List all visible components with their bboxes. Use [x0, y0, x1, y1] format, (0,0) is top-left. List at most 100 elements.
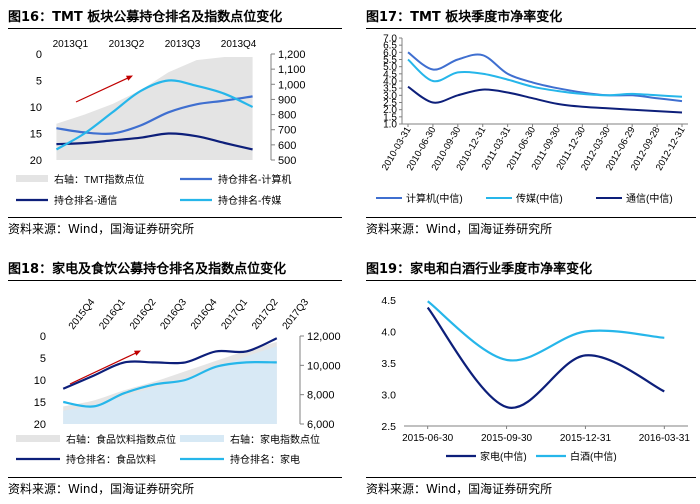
- fig19-title-rule: [366, 280, 696, 282]
- fig19-y-tick-4: 4.5: [381, 295, 396, 307]
- fig17-title-rule: [366, 28, 696, 30]
- fig17-y-tick-12: 7.0: [383, 34, 397, 45]
- fig17-y-tick-4: 3.0: [383, 91, 397, 102]
- fig18-left-tick-4: 20: [34, 419, 46, 431]
- fig16-source-rule: [8, 217, 342, 219]
- fig18-area-1: [63, 346, 277, 424]
- fig17-line-1: [407, 58, 683, 98]
- fig16-xlabel-2: 2013Q3: [165, 39, 201, 50]
- fig17-y-tick-7: 4.5: [383, 69, 397, 80]
- fig19-y-tick-2: 3.5: [381, 358, 396, 370]
- fig18-title-rule: [8, 280, 342, 282]
- fig16-legend-label-3: 持仓排名-传媒: [218, 194, 281, 207]
- fig18-source-rule: [8, 477, 342, 479]
- fig17-source-rule: [366, 217, 696, 219]
- fig18-left-tick-1: 5: [40, 353, 46, 365]
- fig16-left-tick-0: 0: [36, 49, 42, 61]
- fig16-right-tick-0: 500: [278, 155, 296, 167]
- fig19-y-tick-3: 4.0: [381, 327, 396, 339]
- fig17-y-tick-1: 1.5: [383, 112, 397, 123]
- fig17-chart: 1.01.52.02.53.03.54.04.55.05.56.06.57.02…: [376, 34, 688, 205]
- fig17-source: 资料来源：Wind，国海证券研究所: [366, 222, 553, 236]
- fig18-xlabel-5: 2017Q1: [219, 297, 250, 332]
- fig16-xlabel-1: 2013Q2: [109, 39, 145, 50]
- fig19-line-1: [427, 300, 665, 362]
- fig16-line-1: [56, 132, 253, 151]
- fig18-xlabel-7: 2017Q3: [281, 297, 312, 332]
- fig18-legend-swatch-1: [180, 435, 224, 442]
- fig17-line-2: [407, 85, 683, 114]
- fig16-right-tick-5: 1,000: [278, 79, 306, 91]
- fig19-title: 图19：家电和白酒行业季度市净率变化: [366, 262, 593, 277]
- fig16-trend-arrowhead: [126, 75, 133, 81]
- fig18-line-0: [62, 337, 278, 390]
- fig16-left-tick-2: 10: [30, 102, 42, 114]
- fig18-legend-label-2: 持仓排名：食品饮料: [66, 453, 156, 466]
- fig16-right-tick-4: 900: [278, 94, 296, 106]
- fig19-x-tick-0: 2015-06-30: [402, 433, 454, 444]
- fig16-right-tick-3: 800: [278, 110, 296, 122]
- fig16-legend-label-1: 持仓排名-计算机: [218, 173, 291, 186]
- fig16-source: 资料来源：Wind，国海证券研究所: [8, 222, 195, 236]
- panel-fig19: 图19：家电和白酒行业季度市净率变化 2.5 3.0 3.5 4.0 4.5 2015-0…: [366, 258, 696, 502]
- fig16-legend-label-0: 右轴：TMT指数点位: [54, 173, 145, 186]
- fig16-right-tick-2: 700: [278, 125, 296, 137]
- fig18-trend-arrowhead: [134, 350, 141, 356]
- fig19-legend-label-1: 白酒(中信): [570, 450, 617, 463]
- fig18-xlabel-2: 2016Q2: [128, 297, 159, 332]
- fig18-right-tick-1: 8,000: [307, 390, 335, 402]
- fig18-right-tick-3: 12,000: [307, 331, 341, 343]
- fig18-right-tick-0: 6,000: [307, 419, 335, 431]
- fig19-y-tick-0: 2.5: [381, 421, 396, 433]
- fig18-source: 资料来源：Wind，国海证券研究所: [8, 482, 195, 496]
- panel-fig17: 图17：TMT 板块季度市净率变化 1.0 1.5 2.0 2.5 3.0 3.5 4.0 4…: [366, 6, 696, 242]
- fig18-line-1: [63, 360, 277, 408]
- fig17-line-0: [407, 51, 683, 103]
- fig19-y-tick-1: 3.0: [381, 390, 396, 402]
- fig18-xlabel-4: 2016Q4: [189, 297, 220, 332]
- fig16-chart: 0 5 10 15 20 500 600 700 800 900 1,000 1,100 1,200 20…: [16, 39, 306, 207]
- fig16-legend-label-2: 持仓排名-通信: [54, 194, 117, 207]
- fig16-legend-swatch-0: [16, 175, 48, 182]
- fig18-right-tick-2: 10,000: [307, 360, 341, 372]
- fig19-source: 资料来源：Wind，国海证券研究所: [366, 482, 553, 496]
- fig19-x-tick-2: 2015-12-31: [560, 433, 612, 444]
- fig17-y-tick-11: 6.5: [383, 41, 397, 52]
- fig17-title: 图17：TMT 板块季度市净率变化: [366, 10, 563, 25]
- fig16-area-tmt-index: [56, 57, 253, 160]
- fig18-xlabel-1: 2016Q1: [97, 297, 128, 332]
- fig19-line-0: [426, 306, 665, 409]
- panel-fig18: 图18：家电及食饮公募持仓排名及指数点位变化 0 5 10 15 20 6,000 8,00…: [8, 258, 342, 502]
- fig16-right-tick-7: 1,200: [278, 49, 306, 61]
- fig17-y-tick-0: 1.0: [383, 120, 397, 131]
- fig19-chart: 2.5 3.0 3.5 4.0 4.5 2015-06-30 2015-09-30 2015-…: [381, 295, 691, 463]
- fig17-y-tick-3: 2.5: [383, 98, 397, 109]
- fig19-x-tick-3: 2016-03-31: [639, 433, 691, 444]
- fig16-xlabel-0: 2013Q1: [53, 39, 89, 50]
- fig16-title: 图16：TMT 板块公募持仓排名及指数点位变化: [8, 10, 283, 25]
- fig17-legend-label-2: 通信(中信): [626, 192, 673, 205]
- fig18-xlabel-3: 2016Q3: [158, 297, 189, 332]
- fig19-legend-label-0: 家电(中信): [480, 450, 527, 463]
- fig17-legend-label-1: 传媒(中信): [516, 192, 563, 205]
- fig17-y-tick-6: 4.0: [383, 77, 397, 88]
- fig16-xlabel-3: 2013Q4: [221, 39, 257, 50]
- fig16-line-2: [55, 79, 254, 151]
- fig16-left-tick-3: 15: [30, 129, 42, 141]
- fig18-legend-label-0: 右轴：食品饮料指数点位: [66, 433, 176, 446]
- fig19-source-rule: [366, 477, 696, 479]
- fig19-x-tick-1: 2015-09-30: [481, 433, 533, 444]
- fig16-left-tick-1: 5: [36, 76, 42, 88]
- fig16-trend-arrow: [75, 76, 131, 103]
- fig17-y-tick-5: 3.5: [383, 84, 397, 95]
- fig16-title-rule: [8, 28, 342, 30]
- fig18-legend-label-3: 持仓排名：家电: [230, 453, 300, 466]
- fig18-left-tick-3: 15: [34, 397, 46, 409]
- fig16-right-tick-6: 1,100: [278, 64, 306, 76]
- fig18-title: 图18：家电及食饮公募持仓排名及指数点位变化: [8, 262, 287, 277]
- fig17-y-tick-10: 6.0: [383, 48, 397, 59]
- panel-fig16: 图16：TMT 板块公募持仓排名及指数点位变化 0 5 10 15 20 500 600 70…: [8, 6, 342, 242]
- fig17-y-tick-8: 5.0: [383, 62, 397, 73]
- fig18-left-tick-2: 10: [34, 375, 46, 387]
